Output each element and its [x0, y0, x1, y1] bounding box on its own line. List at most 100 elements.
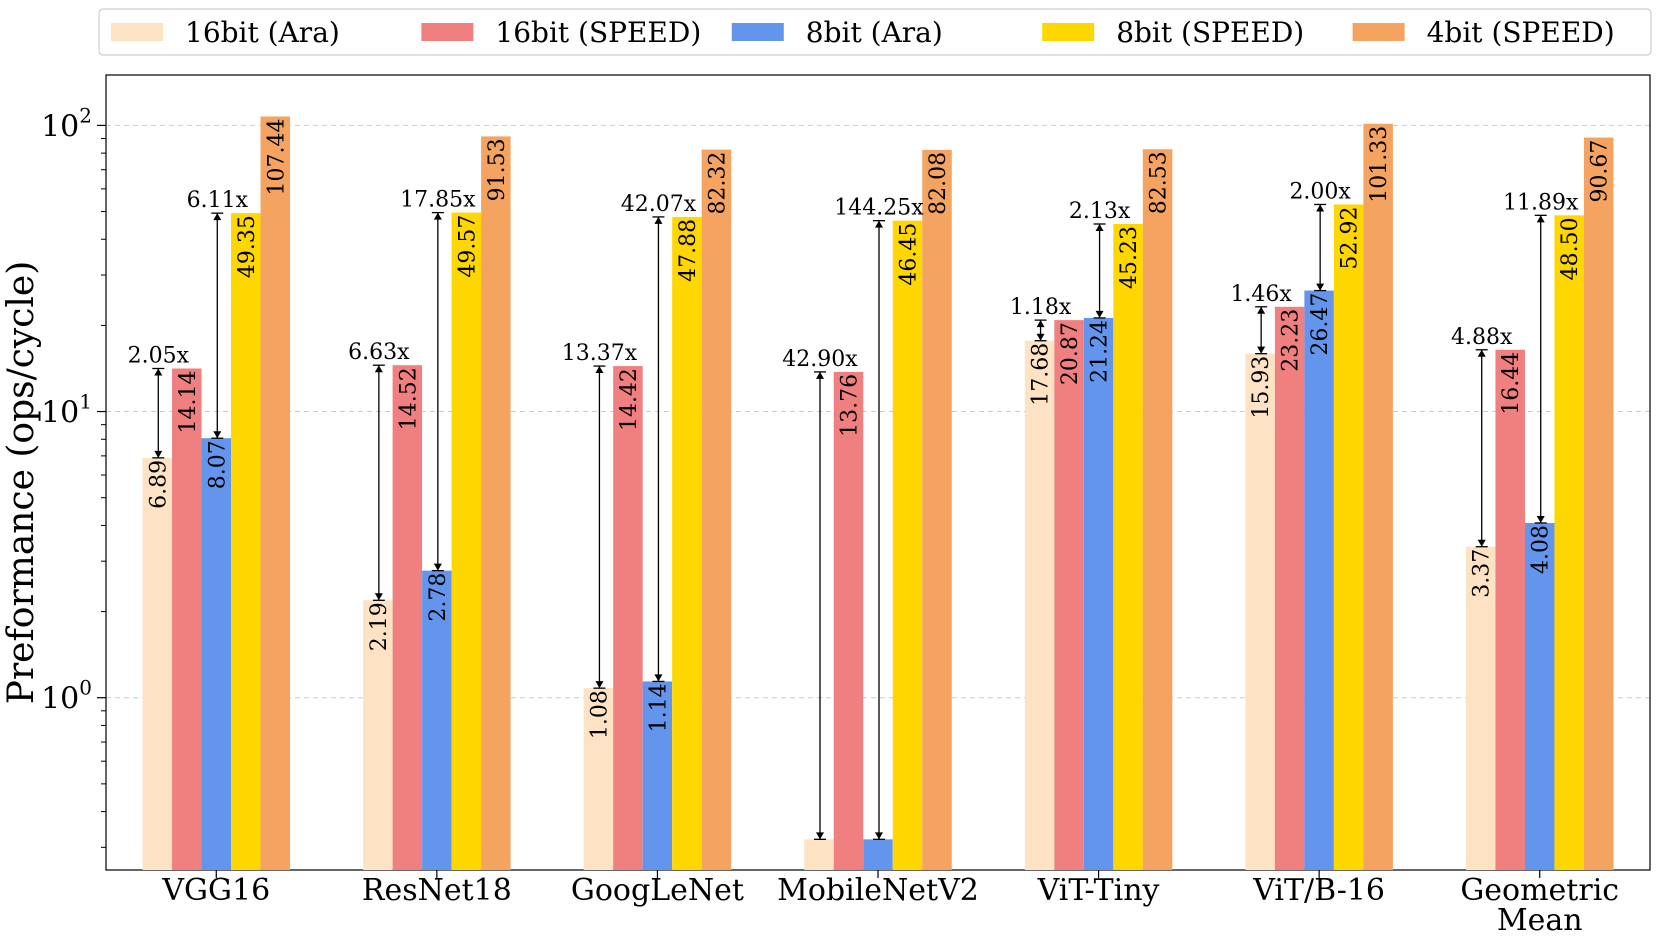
bar-0-1	[363, 600, 393, 870]
bar-value-label: 107.44	[264, 118, 289, 195]
y-tick-label: 100	[41, 676, 92, 717]
speedup-16bit-head-top	[154, 368, 163, 376]
x-tick-label: ViT-Tiny	[1037, 873, 1160, 908]
bar-value-label: 82.32	[705, 152, 730, 215]
bar-value-label: 52.92	[1338, 206, 1363, 269]
bar-value-label: 45.23	[1117, 226, 1142, 289]
bar-3-3	[892, 220, 923, 871]
speedup-16bit-head-top	[1036, 320, 1045, 328]
legend-label: 4bit (SPEED)	[1427, 16, 1615, 49]
speedup-8bit-label: 144.25x	[834, 196, 924, 221]
bar-0-3	[804, 839, 834, 870]
speedup-16bit-head-top	[1477, 349, 1486, 357]
speedup-16bit-head-bottom	[1477, 539, 1486, 547]
speedup-8bit-label: 2.13x	[1069, 199, 1131, 224]
bar-1-3	[833, 371, 864, 870]
speedup-16bit-head-top	[816, 371, 824, 379]
bar-2-6	[1524, 522, 1555, 870]
speedup-8bit-label: 17.85x	[400, 188, 476, 213]
bar-value-label: 90.67	[1588, 140, 1613, 203]
bar-value-label: 1.14	[646, 683, 671, 732]
speedup-16bit-head-bottom	[1257, 346, 1266, 354]
speedup-8bit-head-bottom	[1095, 310, 1104, 318]
speedup-16bit-head-bottom	[374, 593, 383, 601]
bar-0-6	[1465, 546, 1496, 870]
legend-label: 16bit (SPEED)	[495, 16, 701, 49]
speedup-8bit-head-bottom	[875, 832, 883, 840]
speedup-16bit-label: 1.46x	[1230, 282, 1292, 307]
x-tick-label: ResNet18	[362, 873, 512, 908]
bar-1-6	[1495, 349, 1525, 870]
legend-swatch	[421, 23, 474, 41]
x-tick-label: GoogLeNet	[571, 873, 744, 908]
bar-3-4	[1113, 223, 1143, 870]
speedup-16bit-head-bottom	[816, 832, 824, 840]
bar-value-label: 4.08	[1529, 525, 1554, 574]
x-tick-label: Geometric	[1460, 873, 1619, 908]
speedup-8bit-label: 11.89x	[1503, 190, 1579, 215]
bar-value-label: 14.14	[176, 370, 201, 433]
bar-value-label: 91.53	[485, 138, 510, 201]
bar-2-2	[642, 681, 673, 870]
bar-2-1	[422, 570, 452, 870]
speedup-16bit-head-top	[1257, 306, 1266, 314]
speedup-8bit-head-top	[1095, 223, 1104, 231]
speedup-16bit-label: 13.37x	[562, 341, 638, 366]
speedup-16bit-head-bottom	[595, 681, 604, 689]
speedup-16bit-label: 1.18x	[1010, 295, 1072, 320]
bar-value-label: 2.19	[367, 602, 392, 651]
legend-swatch	[1042, 23, 1095, 41]
speedup-8bit-label: 42.07x	[621, 192, 697, 217]
bar-2-5	[1304, 290, 1334, 870]
bar-1-2	[613, 366, 643, 870]
speedup-16bit-label: 2.05x	[128, 343, 190, 368]
bar-value-label: 14.42	[617, 368, 642, 431]
bar-value-label: 1.08	[587, 690, 612, 739]
bar-value-label: 49.57	[455, 215, 480, 278]
bar-4-1	[481, 136, 511, 871]
bar-1-0	[172, 368, 202, 870]
legend-label: 8bit (SPEED)	[1116, 16, 1304, 49]
bar-0-5	[1245, 353, 1275, 871]
bar-value-label: 47.88	[676, 219, 701, 282]
legend-label: 16bit (Ara)	[185, 16, 340, 49]
y-tick-label: 102	[41, 103, 92, 144]
speedup-16bit-head-top	[374, 365, 383, 373]
speedup-8bit-head-top	[433, 212, 442, 220]
speedup-16bit-head-top	[595, 366, 604, 374]
bar-2-0	[201, 438, 232, 870]
speedup-8bit-head-bottom	[1316, 283, 1325, 291]
x-tick-label: Mean	[1497, 903, 1583, 937]
bar-value-label: 20.87	[1058, 322, 1083, 385]
x-tick-label: MobileNetV2	[777, 873, 979, 908]
legend-swatch	[731, 23, 784, 41]
bar-value-label: 2.78	[426, 573, 451, 622]
speedup-8bit-head-bottom	[1536, 515, 1545, 523]
speedup-8bit-label: 2.00x	[1289, 179, 1351, 204]
speedup-8bit-head-top	[654, 216, 663, 224]
speedup-8bit-head-top	[1536, 215, 1545, 223]
speedup-16bit-head-bottom	[1036, 333, 1045, 341]
speedup-8bit-head-bottom	[433, 563, 442, 571]
bar-value-label: 26.47	[1308, 293, 1333, 356]
bar-3-6	[1554, 215, 1584, 871]
bar-value-label: 3.37	[1470, 549, 1495, 598]
bar-value-label: 14.52	[396, 367, 421, 430]
bar-3-1	[451, 212, 482, 870]
x-tick-label: ViT/B-16	[1252, 873, 1385, 908]
bar-0-4	[1024, 340, 1055, 870]
bar-value-label: 46.45	[897, 223, 922, 286]
x-tick-label: VGG16	[161, 873, 270, 908]
bar-1-1	[392, 365, 423, 870]
speedup-8bit-head-bottom	[213, 431, 222, 439]
bar-3-5	[1333, 204, 1364, 870]
bar-1-4	[1054, 320, 1084, 870]
speedup-8bit-label: 6.11x	[187, 188, 249, 213]
speedup-8bit-head-bottom	[654, 674, 663, 682]
speedup-16bit-label: 6.63x	[348, 340, 410, 365]
bar-2-3	[863, 839, 893, 870]
legend-label: 8bit (Ara)	[806, 16, 943, 49]
speedup-16bit-head-bottom	[154, 450, 163, 458]
bar-3-0	[231, 213, 261, 870]
